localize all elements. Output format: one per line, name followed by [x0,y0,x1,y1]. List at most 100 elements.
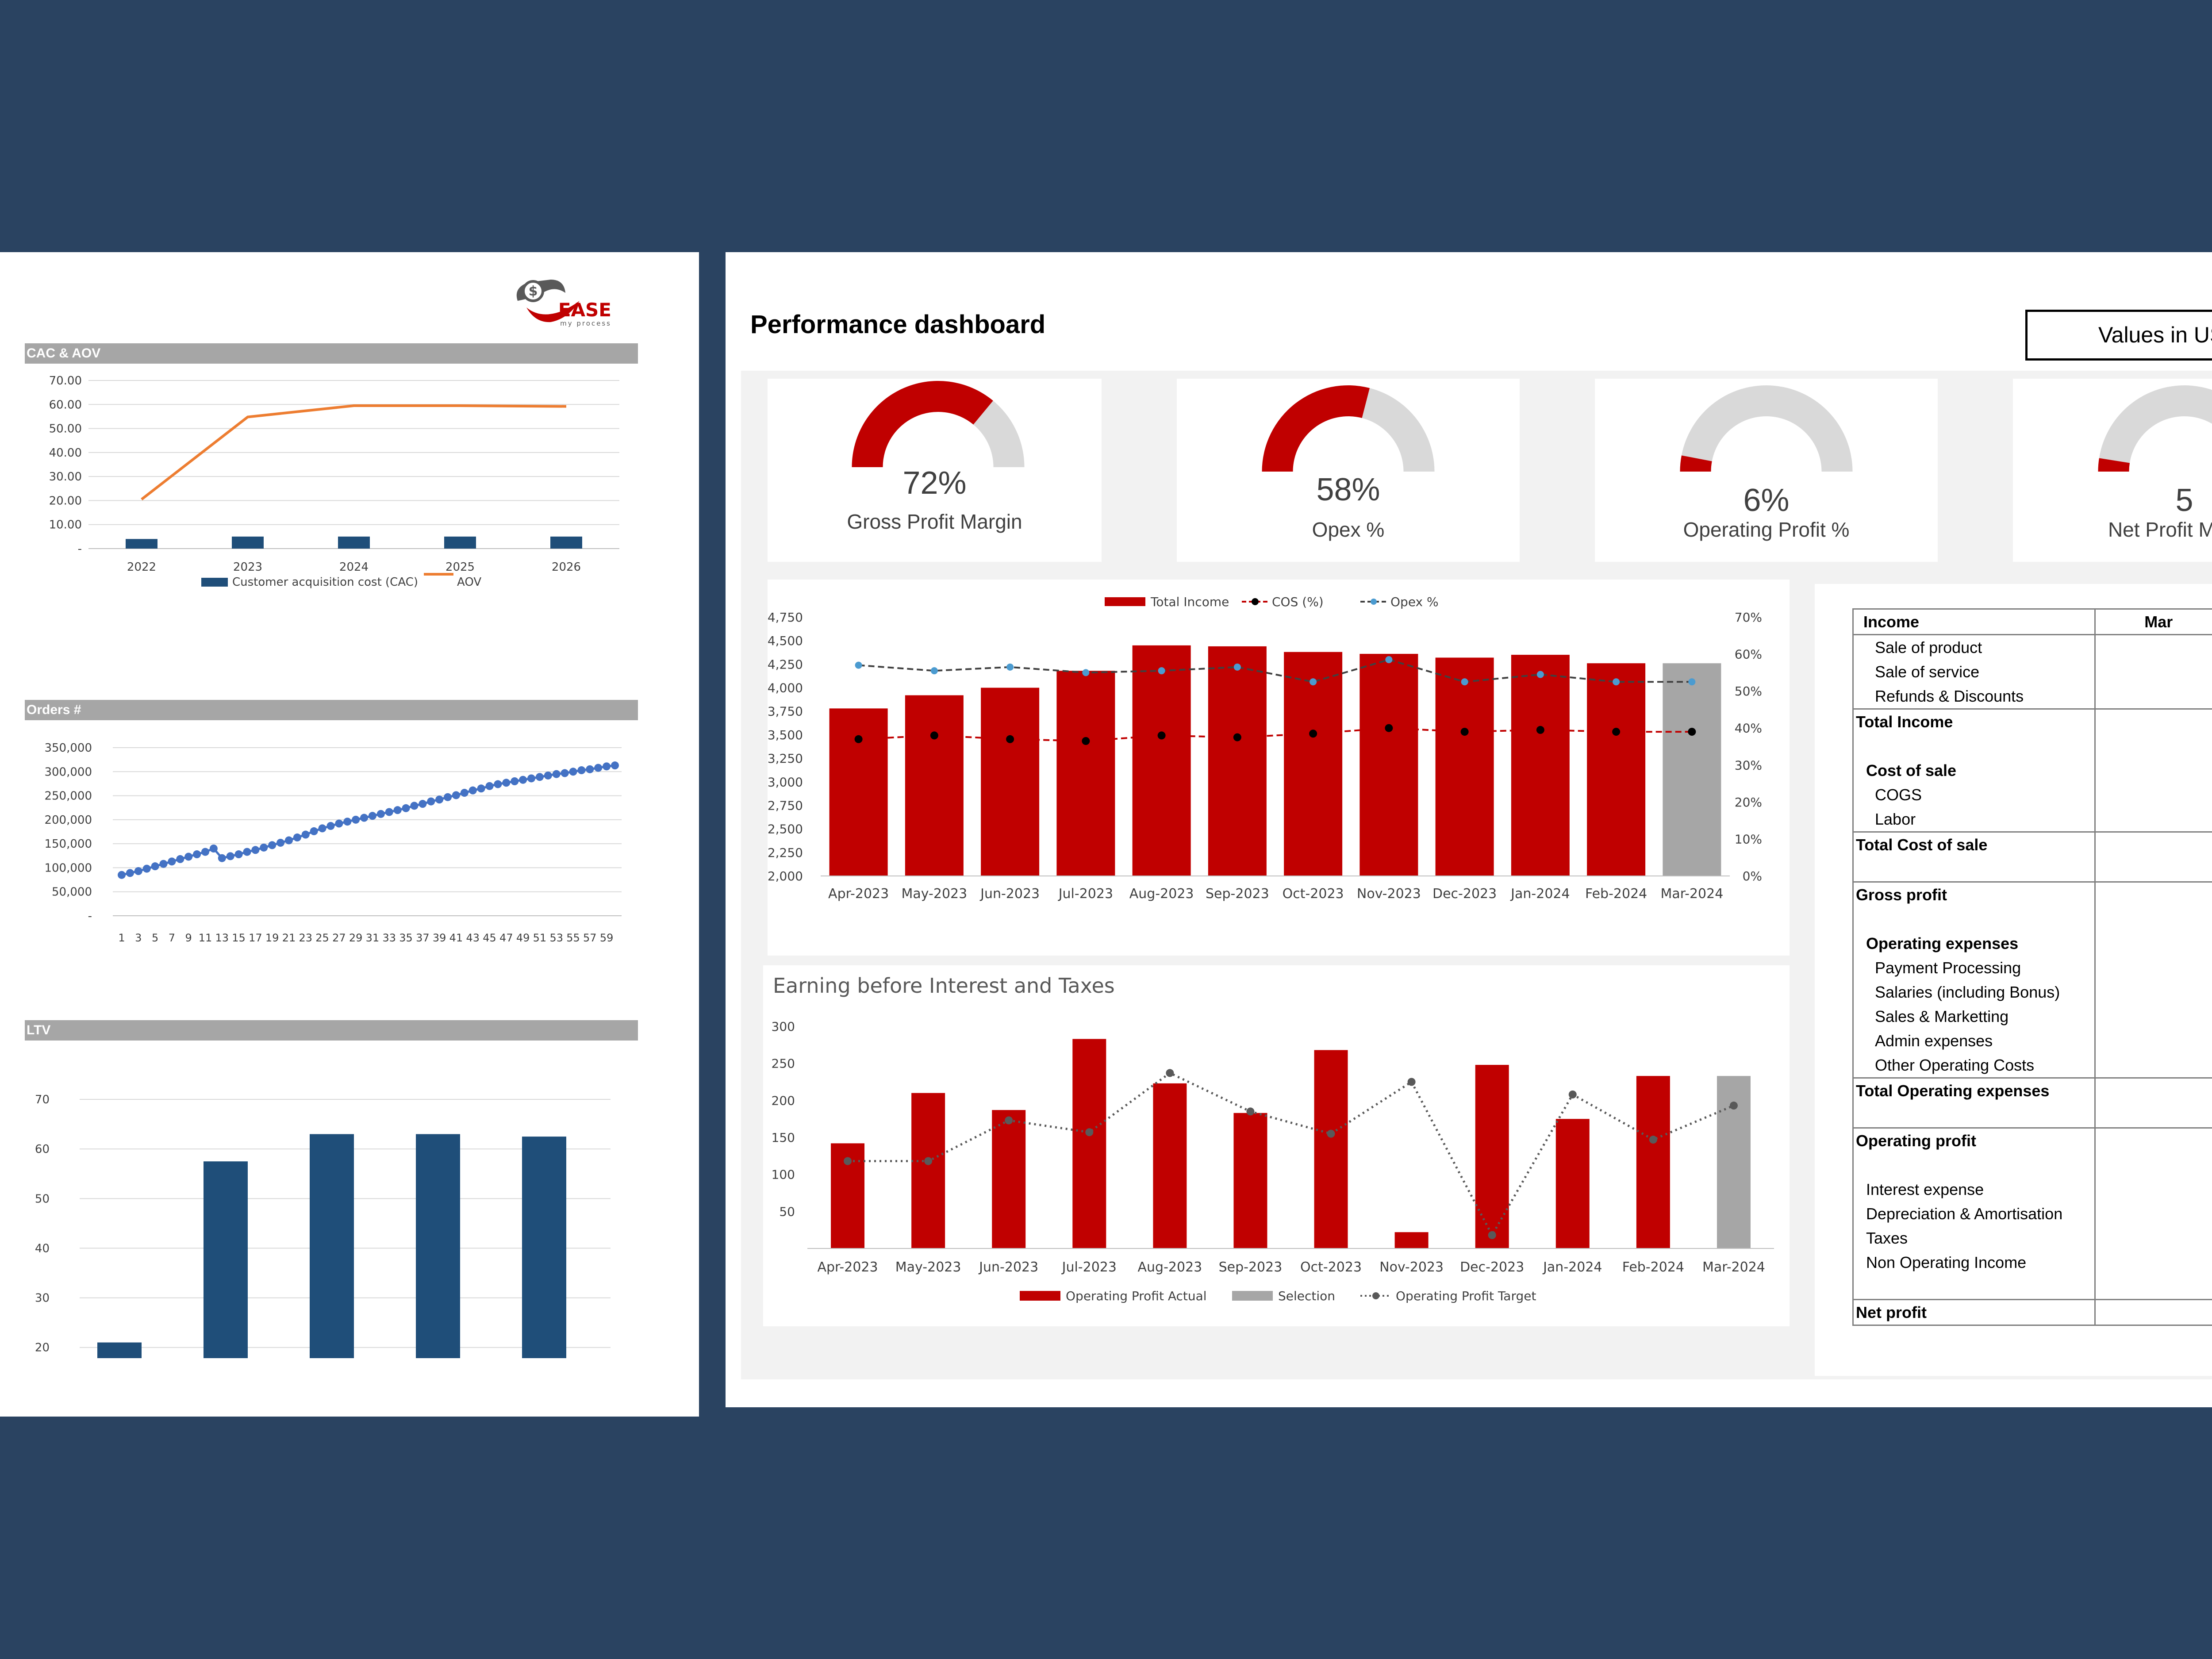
logo-tagline-text: my process [560,319,611,327]
pl-row-label: Other Operating Costs [1852,1053,2096,1078]
legend-cos-marker [1252,598,1259,605]
orders-point [485,782,494,790]
y-tick-label: 4,750 [768,610,803,625]
orders-point [243,848,251,856]
pl-row-value [2095,831,2212,857]
y-tick-label: 4,500 [768,634,803,648]
income-bar [1663,663,1721,876]
pl-row-value [2095,1250,2212,1275]
target-point [1246,1107,1255,1116]
pl-row-label: Payment Processing [1852,956,2096,980]
opex-point [855,661,862,669]
orders-point [444,793,452,801]
orders-point [360,814,369,822]
orders-point [452,791,460,799]
x-tick-label: 13 [215,932,229,944]
legend-selection-swatch [1232,1291,1273,1301]
y-tick-label: 40 [35,1242,50,1255]
orders-point [552,770,561,778]
orders-point [176,855,184,863]
pl-row-value [2095,956,2212,980]
pl-row-value [2095,635,2212,660]
y2-tick-label: 50% [1735,684,1762,699]
orders-point [594,764,603,772]
pl-row-value [2095,708,2212,734]
x-tick-label: Jan-2024 [1510,886,1570,902]
ebit-chart: Earning before Interest and Taxes 300 250 2… [763,965,1790,1326]
y-tick-label: 200 [772,1093,795,1108]
orders-point [494,780,502,788]
pl-row-label: Refunds & Discounts [1852,684,2096,709]
orders-point [142,864,151,873]
y-tick-label: 50 [779,1204,795,1219]
cos-point [1536,726,1544,734]
x-tick-label: 3 [135,932,142,944]
operating-profit-bar [1072,1039,1106,1248]
orders-point [310,827,318,835]
x-tick-label: 2023 [233,561,262,574]
pl-row: Non Operating Income [1852,1250,2212,1275]
pl-row: Gross profit [1852,881,2212,907]
orders-point [284,836,293,845]
y-tick-label: 60.00 [49,398,82,411]
legend-selection-label: Selection [1278,1289,1335,1303]
target-point [1005,1116,1013,1125]
orders-point [502,779,511,787]
y-tick-label: 350,000 [44,741,92,755]
y-tick-label: - [78,542,82,556]
income-bar [1132,645,1191,876]
cos-line [858,727,1692,742]
orders-point [460,789,469,797]
operating-profit-bar [1153,1083,1187,1248]
x-tick-label: 49 [516,932,530,944]
dollar-hand-icon: $ [516,280,580,323]
y2-tick-label: 10% [1735,832,1762,846]
cos-point [1233,733,1241,741]
orders-section-header: Orders # [25,700,638,720]
pl-row-value [2095,1275,2212,1300]
x-tick-label: 2025 [445,561,475,574]
x-tick-label: Aug-2023 [1137,1260,1202,1275]
x-tick-label: 21 [282,932,296,944]
y2-tick-label: 30% [1735,758,1762,772]
legend-cac-swatch [201,578,228,587]
pl-row [1852,907,2212,931]
opex-point [930,667,938,675]
income-bar [1511,655,1570,876]
pl-row-value [2095,1103,2212,1128]
aov-line [141,404,567,501]
orders-point [352,815,360,824]
pl-header-label: Income [1852,608,2096,635]
pl-row: Cost of sale [1852,758,2212,783]
y-tick-label: 4,000 [768,681,803,695]
y-tick-label: 50 [35,1192,50,1206]
pl-row-label: COGS [1852,783,2096,807]
x-tick-label: Dec-2023 [1460,1260,1524,1275]
y-tick-label: 300,000 [44,765,92,779]
y2-tick-label: 20% [1735,795,1762,810]
pl-row: Sale of product [1852,634,2212,660]
orders-point [611,761,619,770]
income-bar [905,695,964,876]
y-tick-label: - [88,910,92,923]
orders-point [368,812,376,820]
y-tick-label: 10.00 [49,518,82,532]
x-tick-label: Oct-2023 [1300,1260,1362,1275]
x-tick-label: Mar-2024 [1702,1260,1765,1275]
opex-point [1233,663,1241,671]
orders-point [519,776,527,784]
orders-point [126,869,134,877]
kpi-value: 58% [1316,472,1380,507]
dashboard-sheet: Performance dashboard Values in USD 72% … [726,252,2212,1407]
pl-row-value [2095,931,2212,956]
orders-point [544,771,552,780]
orders-point [151,862,159,871]
x-tick-label: 41 [449,932,463,944]
currency-selector[interactable]: Values in USD [2025,310,2212,361]
pl-row: Interest expense [1852,1177,2212,1202]
orders-point [469,786,477,795]
y-tick-label: 60 [35,1143,50,1156]
orders-point [134,867,142,876]
ease-logo: $ EASE my process [516,280,611,327]
y-tick-label: 50.00 [49,422,82,436]
